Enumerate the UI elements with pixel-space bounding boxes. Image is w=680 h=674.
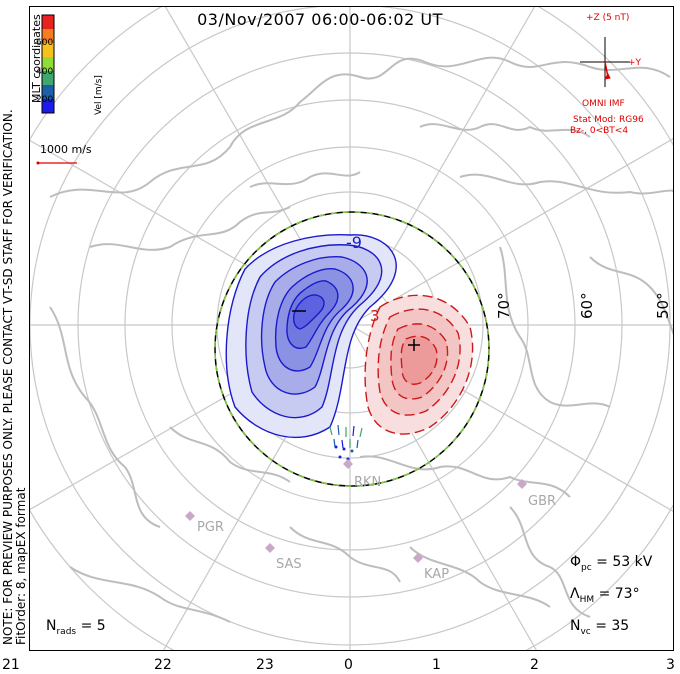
map-frame: MLT coordinates Vel [m/s] 600 400 200 10… (29, 6, 674, 651)
radar-rkn-marker (343, 459, 353, 469)
latitude-label-50: 50° (654, 292, 672, 319)
contour-label-neg: -9 (346, 233, 362, 252)
negative-potential-cell (225, 234, 397, 439)
imf-condition: Bz-, 0<BT<4 (570, 126, 629, 136)
imf-z-label: +Z (5 nT) (586, 13, 630, 23)
map-title: 03/Nov/2007 06:00-06:02 UT (197, 10, 443, 29)
mlt-tick-1: 1 (432, 657, 441, 673)
mlt-tick-3: 3 (666, 657, 675, 673)
colorbar-swatch (42, 15, 54, 29)
vector-scale-label: 1000 m/s (40, 143, 92, 156)
stat-n-vc: Nvc = 35 (570, 618, 630, 637)
radar-label-sas: SAS (276, 557, 302, 572)
latitude-label-60: 60° (578, 292, 596, 319)
colorbar-tick-400: 400 (36, 67, 54, 77)
stat-n-rads: Nrads = 5 (46, 618, 106, 637)
velocity-vectors (329, 424, 363, 461)
contour-label-pos: 3 (370, 307, 380, 325)
colorbar-tick-200: 200 (36, 95, 54, 105)
mlt-tick-23: 23 (256, 657, 274, 673)
preview-note: NOTE: FOR PREVIEW PURPOSES ONLY. PLEASE … (1, 109, 28, 645)
colorbar-swatch (42, 57, 54, 71)
coastlines (49, 56, 673, 623)
colorbar-swatch (42, 85, 54, 99)
mlt-tick-2: 2 (530, 657, 539, 673)
radar-label-pgr: PGR (197, 520, 224, 535)
radar-label-gbr: GBR (528, 494, 557, 509)
coordinate-label: MLT coordinates (30, 14, 43, 103)
radar-label-kap: KAP (424, 567, 450, 582)
radar-gbr-marker (517, 479, 527, 489)
mlt-tick-21: 21 (2, 657, 20, 673)
colorbar-swatch (42, 99, 54, 113)
mlt-tick-22: 22 (154, 657, 172, 673)
radar-label-rkn: RKN (354, 475, 382, 490)
colorbar-swatch (42, 43, 54, 57)
colorbar-swatch (42, 71, 54, 85)
velocity-colorbar (41, 14, 55, 114)
stat-phi-pc: Φpc = 53 kV (570, 554, 653, 573)
positive-potential-cell (364, 294, 474, 435)
radar-sites (185, 459, 527, 563)
colorbar-border (41, 14, 55, 114)
colorbar-swatch (42, 29, 54, 43)
imf-dial (580, 37, 630, 87)
radar-kap-marker (413, 553, 423, 563)
imf-source: OMNI IMF (582, 99, 625, 109)
colorbar-tick-600: 600 (36, 38, 54, 48)
radar-sas-marker (265, 543, 275, 553)
imf-y-label: +Y (628, 58, 642, 68)
mlt-tick-0: 0 (344, 657, 353, 673)
convection-map (30, 7, 673, 650)
latitude-label-70: 70° (495, 292, 513, 319)
colorbar-label: Vel [m/s] (94, 75, 104, 115)
stat-lambda-hm: ΛHM = 73° (570, 586, 640, 605)
radar-pgr-marker (185, 511, 195, 521)
imf-model: Stat Mod: RG96 (573, 115, 644, 125)
